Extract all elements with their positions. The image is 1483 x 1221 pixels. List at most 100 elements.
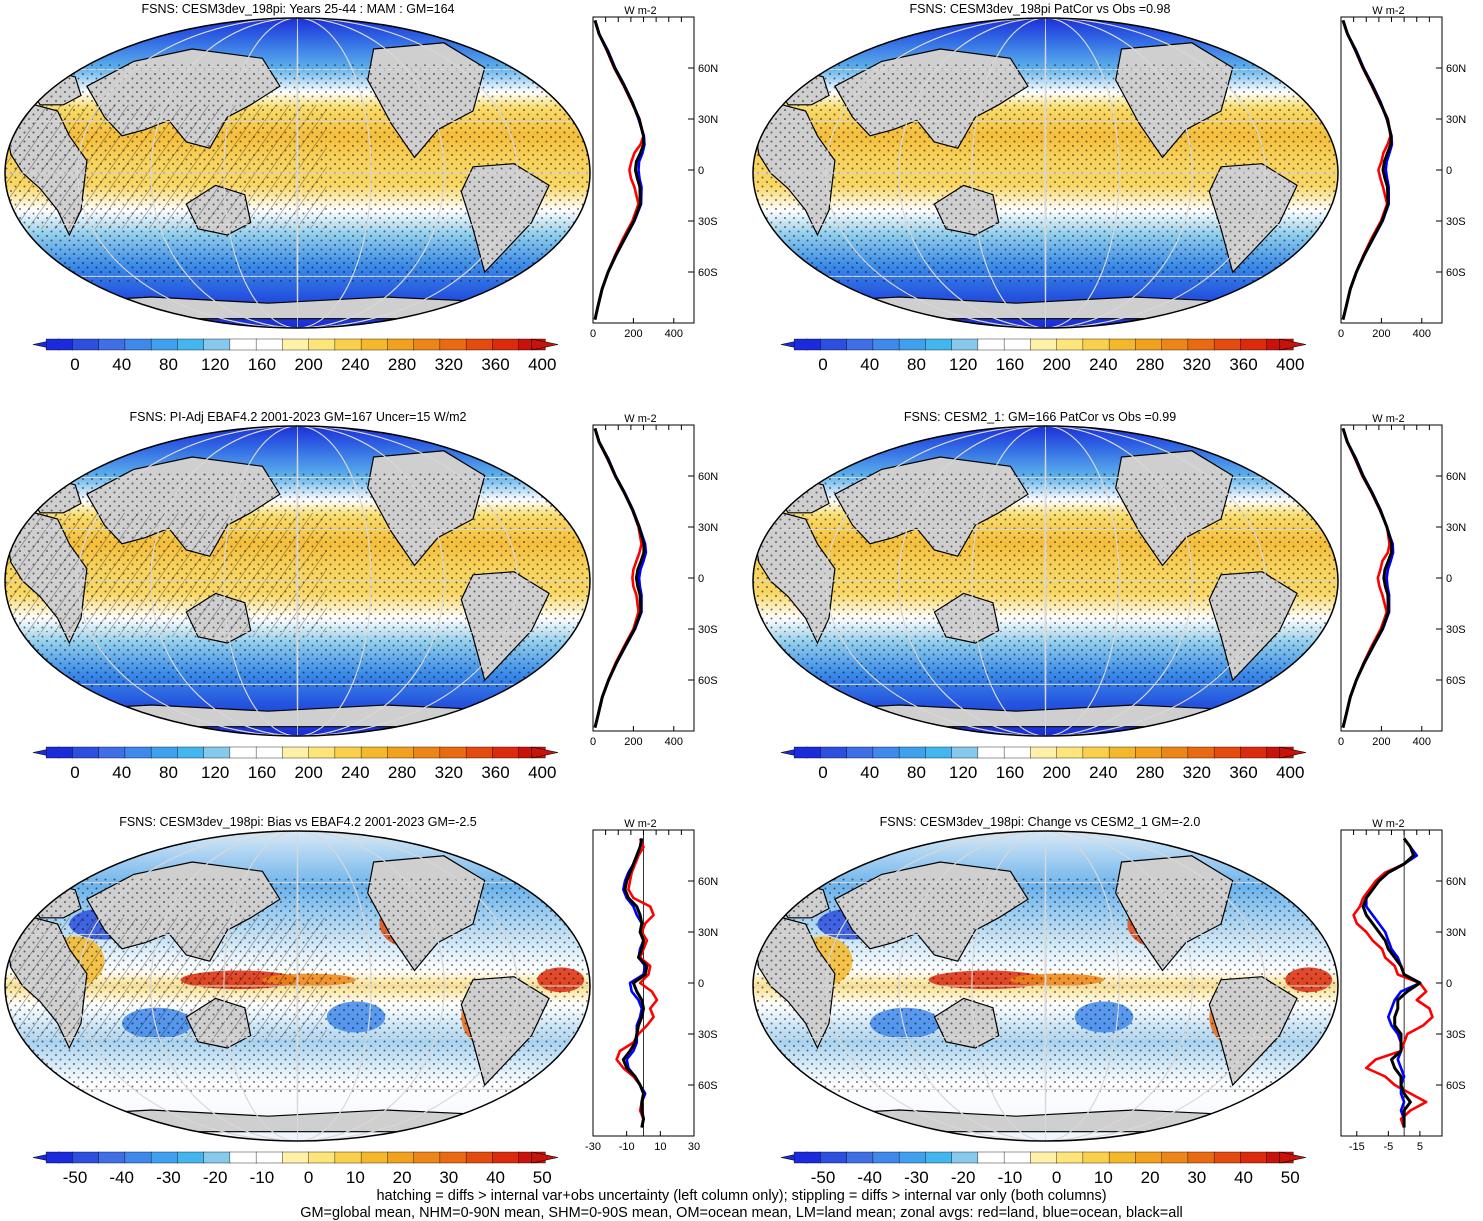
profile-unit-label: W m-2 xyxy=(624,413,656,425)
graticule-meridian xyxy=(1044,18,1047,328)
panel-3: FSNS: PI-Adj EBAF4.2 2001-2023 GM=167 Un… xyxy=(4,410,718,782)
colorbar-tick-label: 160 xyxy=(248,355,276,374)
colorbar-box xyxy=(360,338,389,351)
zonal-line-all xyxy=(1341,19,1393,320)
colorbar-box xyxy=(898,1151,927,1164)
colorbar-box xyxy=(951,746,979,759)
graticule-meridian xyxy=(150,831,445,1141)
colorbar-box xyxy=(492,1151,520,1164)
panel-title: FSNS: CESM3dev_198pi PatCor vs Obs =0.98 xyxy=(910,2,1171,16)
profile-lat-label: 60S xyxy=(1446,267,1466,279)
profile-lat-label: 30S xyxy=(1446,624,1466,636)
colorbar-box xyxy=(820,746,848,759)
colorbar-tick-label: -40 xyxy=(857,1168,882,1187)
colorbar-box xyxy=(1135,746,1163,759)
graticule-meridian xyxy=(825,426,1266,736)
profile-frame xyxy=(1340,829,1443,1137)
colorbar-box xyxy=(1003,746,1032,759)
profile-lat-label: 60N xyxy=(698,471,718,483)
colorbar-box xyxy=(308,1151,336,1164)
profile-lat-label: 60N xyxy=(1446,876,1466,888)
profile-x-label: 10 xyxy=(654,1141,666,1153)
colorbar-tick-label: 280 xyxy=(1136,355,1164,374)
panel-1: FSNS: CESM3dev_198pi: Years 25-44 : MAM … xyxy=(4,2,718,374)
colorbar-tick-label: 120 xyxy=(201,763,229,782)
colorbar-box xyxy=(1030,746,1058,759)
colorbar-box xyxy=(977,1151,1005,1164)
colorbar-box xyxy=(1213,1151,1242,1164)
colorbar-tick-label: -50 xyxy=(811,1168,836,1187)
hatching xyxy=(5,512,327,637)
panel-title: FSNS: CESM3dev_198pi: Change vs CESM2_1 … xyxy=(880,815,1201,829)
colorbar-box xyxy=(1082,746,1110,759)
profile-lat-label: 30N xyxy=(1446,114,1466,126)
colorbar-box xyxy=(229,338,257,351)
graticule-meridian xyxy=(296,18,299,328)
zonal-line-all xyxy=(1361,837,1422,1128)
colorbar-tick-label: 160 xyxy=(996,763,1024,782)
graticule-meridian xyxy=(77,426,518,736)
colorbar-box xyxy=(413,746,441,759)
colorbar-box xyxy=(793,338,822,351)
colorbar-box xyxy=(98,1151,126,1164)
colorbar-box xyxy=(334,1151,362,1164)
profile-lat-label: 30N xyxy=(698,522,718,534)
colorbar-box xyxy=(925,746,953,759)
colorbar-tick-label: 400 xyxy=(528,355,556,374)
profile-x-label: -15 xyxy=(1349,1141,1365,1153)
colorbar-box xyxy=(846,338,874,351)
colorbar-box xyxy=(439,746,467,759)
colorbar-tick-label: -20 xyxy=(951,1168,976,1187)
colorbar-tick-label: 40 xyxy=(860,355,879,374)
colorbar-tick-label: 20 xyxy=(1141,1168,1160,1187)
colorbar-box xyxy=(124,1151,152,1164)
map-area xyxy=(5,18,590,328)
colorbar-box xyxy=(308,746,336,759)
profile-x-label: 200 xyxy=(624,328,642,340)
profile-unit-label: W m-2 xyxy=(1372,5,1404,17)
graticule-meridian xyxy=(971,426,1120,736)
colorbar-tick-label: 400 xyxy=(1276,355,1304,374)
map-area xyxy=(753,426,1338,736)
colorbar-box xyxy=(1161,338,1189,351)
colorbar-tick-label: 80 xyxy=(907,763,926,782)
colorbar-tick-label: 360 xyxy=(1229,763,1257,782)
colorbar-box xyxy=(951,338,979,351)
colorbar-tick-label: 120 xyxy=(949,763,977,782)
colorbar-tick-label: 240 xyxy=(1089,355,1117,374)
colorbar-box xyxy=(492,338,520,351)
colorbar-box xyxy=(387,1151,415,1164)
map-border xyxy=(752,830,1339,1142)
colorbar-box xyxy=(465,338,494,351)
panel-2: FSNS: CESM3dev_198pi PatCor vs Obs =0.98… xyxy=(752,2,1466,374)
graticule-meridian xyxy=(898,18,1193,328)
profile-lat-label: 30S xyxy=(1446,1029,1466,1041)
colorbar-tick-label: 50 xyxy=(1281,1168,1300,1187)
colorbar-tick-label: 10 xyxy=(346,1168,365,1187)
colorbar-box xyxy=(150,746,179,759)
colorbar-box xyxy=(45,1151,74,1164)
colorbar-tick-label: 320 xyxy=(1183,763,1211,782)
profile-x-label: 400 xyxy=(665,328,683,340)
colorbar-box xyxy=(465,746,494,759)
colorbar-arrow-right xyxy=(531,338,559,351)
colorbar-arrow-right xyxy=(531,746,559,759)
panel-6: FSNS: CESM3dev_198pi: Change vs CESM2_1 … xyxy=(752,815,1466,1187)
colorbar-box xyxy=(1187,1151,1215,1164)
profile-lat-label: 30N xyxy=(698,927,718,939)
colorbar-box xyxy=(334,746,362,759)
profile-x-label: 30 xyxy=(688,1141,700,1153)
colorbar-box xyxy=(1135,1151,1163,1164)
profile-lat-label: 60S xyxy=(698,675,718,687)
colorbar-tick-label: 30 xyxy=(1187,1168,1206,1187)
profile-x-label: 5 xyxy=(1417,1141,1423,1153)
colorbar-tick-label: -10 xyxy=(250,1168,275,1187)
colorbar-tick-label: 160 xyxy=(996,355,1024,374)
colorbar-box xyxy=(282,1151,310,1164)
colorbar-box xyxy=(387,746,415,759)
profile-x-label: 200 xyxy=(1372,328,1390,340)
profile-lat-label: 30S xyxy=(1446,216,1466,228)
profile-x-label: 200 xyxy=(624,736,642,748)
colorbar-box xyxy=(150,1151,179,1164)
colorbar-box xyxy=(793,1151,822,1164)
